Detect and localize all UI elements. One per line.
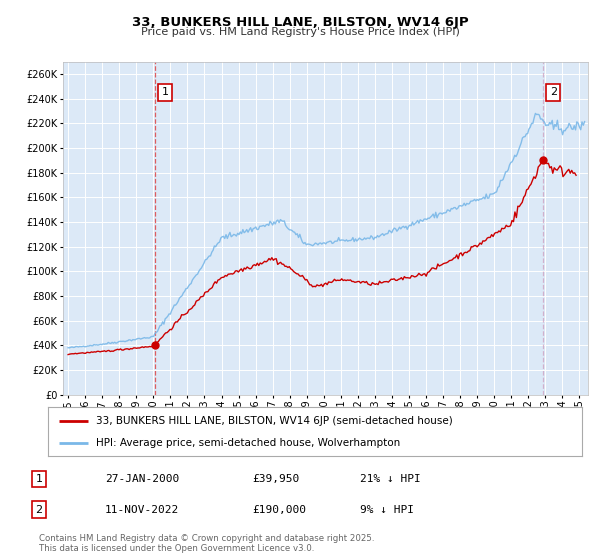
Text: £39,950: £39,950 [252,474,299,484]
Text: 11-NOV-2022: 11-NOV-2022 [105,505,179,515]
Text: 21% ↓ HPI: 21% ↓ HPI [360,474,421,484]
Text: £190,000: £190,000 [252,505,306,515]
Text: HPI: Average price, semi-detached house, Wolverhampton: HPI: Average price, semi-detached house,… [96,437,400,447]
Text: 1: 1 [161,87,169,97]
Text: 2: 2 [35,505,43,515]
Text: Price paid vs. HM Land Registry's House Price Index (HPI): Price paid vs. HM Land Registry's House … [140,27,460,37]
Text: 33, BUNKERS HILL LANE, BILSTON, WV14 6JP (semi-detached house): 33, BUNKERS HILL LANE, BILSTON, WV14 6JP… [96,416,453,426]
Text: 9% ↓ HPI: 9% ↓ HPI [360,505,414,515]
Text: 2: 2 [550,87,557,97]
Text: 27-JAN-2000: 27-JAN-2000 [105,474,179,484]
Text: 33, BUNKERS HILL LANE, BILSTON, WV14 6JP: 33, BUNKERS HILL LANE, BILSTON, WV14 6JP [131,16,469,29]
Text: Contains HM Land Registry data © Crown copyright and database right 2025.
This d: Contains HM Land Registry data © Crown c… [39,534,374,553]
Text: 1: 1 [35,474,43,484]
